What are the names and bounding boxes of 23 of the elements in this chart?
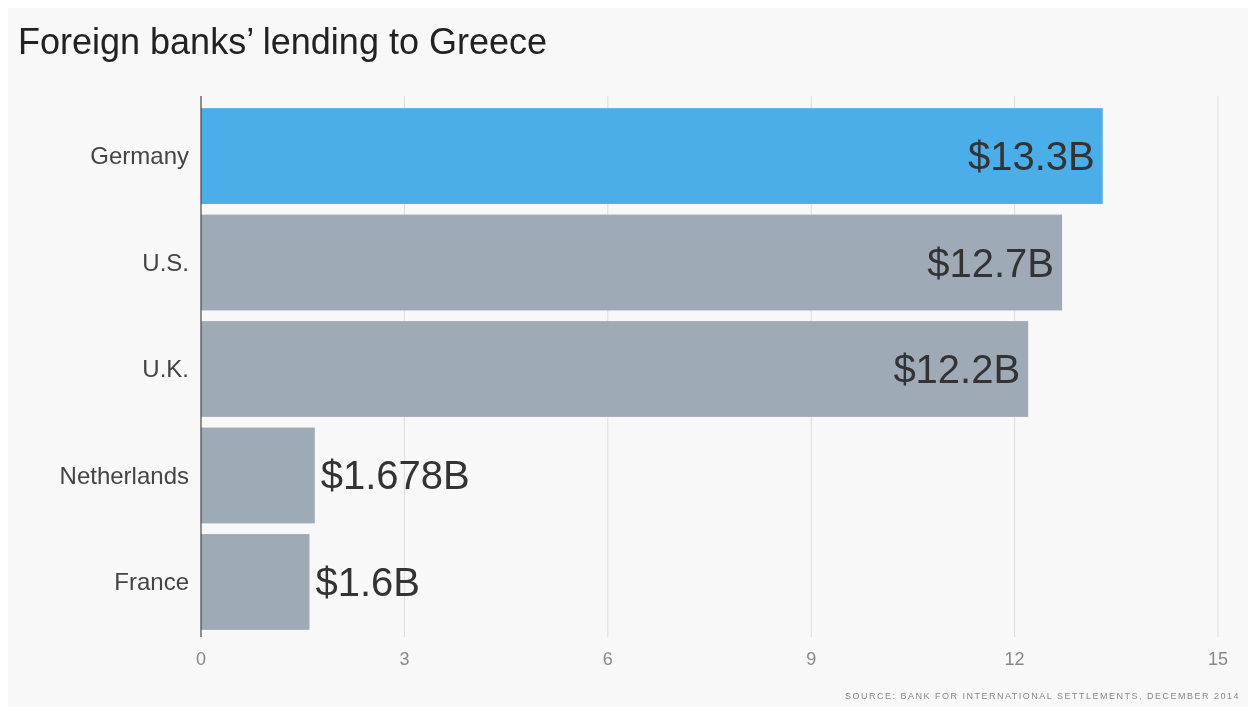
- y-tick-label: Netherlands: [59, 461, 189, 489]
- x-tick-label: 6: [602, 649, 613, 669]
- data-label: $12.2B: [893, 347, 1021, 391]
- x-tick-label: 0: [195, 649, 207, 669]
- chart-title: Foreign banks’ lending to Greece: [18, 21, 547, 62]
- source-note: SOURCE: BANK FOR INTERNATIONAL SETTLEMENTS, DECEMBER 2014: [844, 691, 1240, 701]
- x-tick-label: 3: [399, 649, 410, 669]
- bar: [201, 534, 310, 630]
- y-tick-label: France: [114, 568, 189, 596]
- data-label: $13.3B: [967, 134, 1095, 179]
- x-tick-label: 15: [1207, 649, 1229, 669]
- bar: [201, 108, 1103, 204]
- bar: [201, 214, 1063, 311]
- y-tick-label: U.S.: [142, 248, 189, 276]
- bar: [201, 427, 315, 524]
- x-tick-label: 9: [806, 649, 817, 669]
- data-label: $1.678B: [320, 453, 470, 498]
- data-label: $12.7B: [927, 240, 1055, 285]
- data-label: $1.6B: [315, 559, 421, 604]
- bar: [201, 321, 1029, 417]
- y-tick-label: U.K.: [142, 355, 189, 383]
- y-tick-label: Germany: [90, 142, 189, 170]
- x-tick-label: 12: [1004, 649, 1025, 669]
